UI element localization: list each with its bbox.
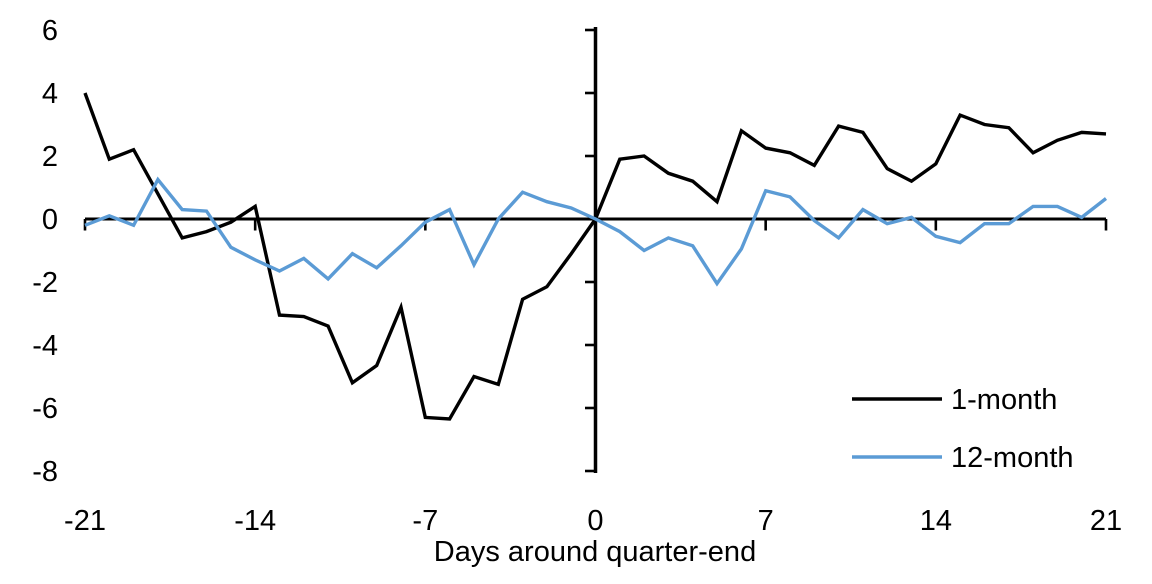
legend: 1-month 12-month [852, 384, 1074, 474]
y-tick-label-0: 0 [42, 204, 58, 236]
x-tick-label-14: 14 [920, 505, 952, 537]
x-tick-label--14: -14 [234, 505, 276, 537]
y-tick-label--6: -6 [32, 393, 58, 425]
y-tick-label--2: -2 [32, 267, 58, 299]
y-tick-label-2: 2 [42, 141, 58, 173]
x-tick-label-7: 7 [758, 505, 774, 537]
x-tick-label-0: 0 [587, 505, 603, 537]
tick-label-layer: -21 -14 -7 0 7 14 21 6 4 2 0 -2 -4 -6 -8 [32, 15, 1122, 537]
x-tick-label--7: -7 [412, 505, 438, 537]
x-tick-label-21: 21 [1090, 505, 1122, 537]
y-tick-label-4: 4 [42, 78, 58, 110]
x-tick-label--21: -21 [64, 505, 106, 537]
series-line-12-month [84, 176, 1108, 287]
series-layer [83, 92, 1108, 421]
y-tick-label--8: -8 [32, 456, 58, 488]
legend-label-1-month: 1-month [951, 384, 1057, 416]
y-tick-label-6: 6 [42, 15, 58, 47]
y-tick-label--4: -4 [32, 330, 58, 362]
legend-label-12-month: 12-month [951, 442, 1074, 474]
x-axis-title: Days around quarter-end [434, 536, 756, 568]
